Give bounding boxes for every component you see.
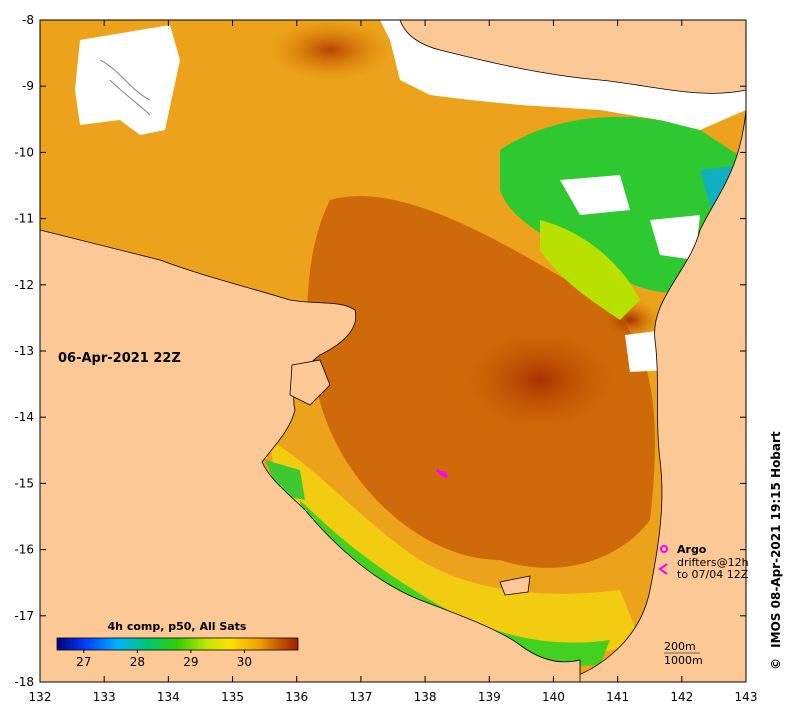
- lat-tick-label: -15: [14, 476, 34, 490]
- cloud-mask-east-coast: [650, 215, 700, 260]
- credit-label: © IMOS 08-Apr-2021 19:15 Hobart: [769, 431, 783, 670]
- colorbar-title: 4h comp, p50, All Sats: [108, 620, 247, 633]
- lon-tick-label: 133: [93, 690, 116, 704]
- colorbar: 4h comp, p50, All Sats 27 28 29 30: [56, 620, 299, 669]
- sst-green-band-west: [265, 460, 305, 500]
- lon-tick-label: 138: [414, 690, 437, 704]
- colorbar-tick-label: 29: [183, 655, 198, 669]
- lon-tick-label: 135: [221, 690, 244, 704]
- lon-tick-label: 142: [670, 690, 693, 704]
- lat-tick-label: -11: [14, 212, 34, 226]
- lon-tick-label: 134: [157, 690, 180, 704]
- land-mornington-island: [499, 575, 531, 596]
- copyright-icon: ©: [769, 658, 783, 670]
- lat-tick-label: -12: [14, 278, 34, 292]
- lat-tick-label: -17: [14, 609, 34, 623]
- argo-marker-icon: [660, 545, 668, 553]
- colorbar-ticks: 27 28 29 30: [76, 650, 252, 669]
- legend-drifters-label: drifters@12h: [677, 556, 749, 569]
- latitude-axis: -8 -9 -10 -11 -12 -13 -14 -15 -16 -17 -18: [14, 13, 746, 689]
- lat-tick-label: -13: [14, 344, 34, 358]
- legend: Argo drifters@12h to 07/04 12Z: [658, 543, 749, 581]
- map-plot-area: [40, 20, 746, 682]
- land-groote-eylandt: [289, 359, 331, 406]
- lon-tick-label: 132: [29, 690, 52, 704]
- contour-label-1000m: 1000m: [664, 654, 703, 667]
- timestamp-label: 06-Apr-2021 22Z: [58, 351, 181, 366]
- cloud-mask-northwest: [75, 25, 180, 135]
- lat-tick-label: -10: [14, 145, 34, 159]
- lon-tick-label: 139: [478, 690, 501, 704]
- lat-tick-label: -14: [14, 410, 34, 424]
- drifter-track: [436, 468, 449, 479]
- land-new-guinea: [399, 20, 746, 94]
- longitude-axis: 132 133 134 135 136 137 138 139 140 141 142 143: [29, 20, 758, 704]
- lon-tick-label: 143: [735, 690, 758, 704]
- lat-tick-label: -9: [22, 79, 34, 93]
- colorbar-gradient: [56, 637, 299, 651]
- drifter-marker-icon: [658, 563, 668, 575]
- colorbar-tick-label: 30: [237, 655, 252, 669]
- river-outline-northwest: [99, 59, 151, 116]
- lon-tick-label: 141: [606, 690, 629, 704]
- land-cape-york: [559, 109, 746, 682]
- legend-argo-label: Argo: [677, 543, 707, 556]
- sst-hotspot-north: [270, 20, 390, 80]
- colorbar-tick-label: 28: [130, 655, 145, 669]
- legend-drifters-sublabel: to 07/04 12Z: [677, 568, 749, 581]
- lat-tick-label: -16: [14, 543, 34, 557]
- sst-yellow-band: [270, 440, 640, 655]
- lon-tick-label: 136: [285, 690, 308, 704]
- contour-label-200m: 200m: [664, 640, 696, 653]
- cloud-mask-east-patch: [560, 175, 630, 215]
- lat-tick-label: -18: [14, 675, 34, 689]
- sst-yellowgreen-region-northeast: [540, 220, 640, 320]
- sst-hotspot: [450, 320, 630, 440]
- lat-tick-label: -8: [22, 13, 34, 27]
- land-northern-territory: [40, 229, 581, 682]
- colorbar-tick-label: 27: [76, 655, 91, 669]
- lon-tick-label: 137: [349, 690, 372, 704]
- lon-tick-label: 140: [542, 690, 565, 704]
